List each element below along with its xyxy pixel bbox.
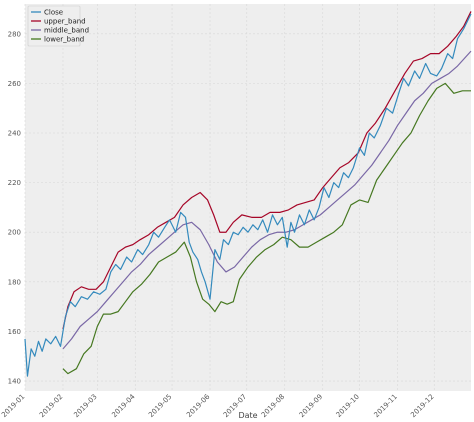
legend-box xyxy=(27,5,81,47)
legend-label: Close xyxy=(44,9,63,17)
x-tick-label: 2019-12 xyxy=(409,393,435,419)
x-tick-label: 2019-06 xyxy=(185,392,212,419)
y-tick-label: 140 xyxy=(8,378,21,386)
series-line-lower-band xyxy=(62,82,471,375)
x-tick-label: 2019-11 xyxy=(373,393,399,419)
y-tick-label: 160 xyxy=(8,328,21,336)
y-tick-label: 180 xyxy=(8,278,21,286)
series-layer xyxy=(24,11,472,377)
x-axis: 2019-01 2019-02 2019-03 2019-04 2019-05 2019-… xyxy=(0,392,436,419)
x-tick-label: 2019-01 xyxy=(0,393,26,419)
y-tick-label: 220 xyxy=(8,179,21,187)
y-tick-label: 200 xyxy=(8,229,21,237)
y-tick-label: 240 xyxy=(8,130,21,138)
series-line-Close xyxy=(24,13,472,377)
legend-label: lower_band xyxy=(44,36,84,44)
plot-background xyxy=(25,4,471,391)
grid xyxy=(24,4,471,391)
legend-label: upper_band xyxy=(44,18,86,26)
y-axis: 140 160 180 200 220 240 260 280 xyxy=(8,30,21,385)
x-tick-label: 2019-08 xyxy=(260,393,286,419)
x-axis-title: Date xyxy=(238,411,257,420)
x-tick-label: 2019-04 xyxy=(110,392,137,419)
legend-label: middle_band xyxy=(44,27,89,35)
x-tick-label: 2019-02 xyxy=(38,393,64,419)
x-tick-label: 2019-03 xyxy=(72,393,98,419)
x-tick-label: 2019-10 xyxy=(335,393,361,419)
series-line-upper-band xyxy=(62,11,472,330)
series-line-middle-band xyxy=(62,50,472,350)
y-tick-label: 280 xyxy=(8,30,21,38)
x-tick-label: 2019-09 xyxy=(298,393,324,419)
y-tick-label: 260 xyxy=(8,80,21,88)
x-tick-label: 2019-05 xyxy=(147,393,173,419)
